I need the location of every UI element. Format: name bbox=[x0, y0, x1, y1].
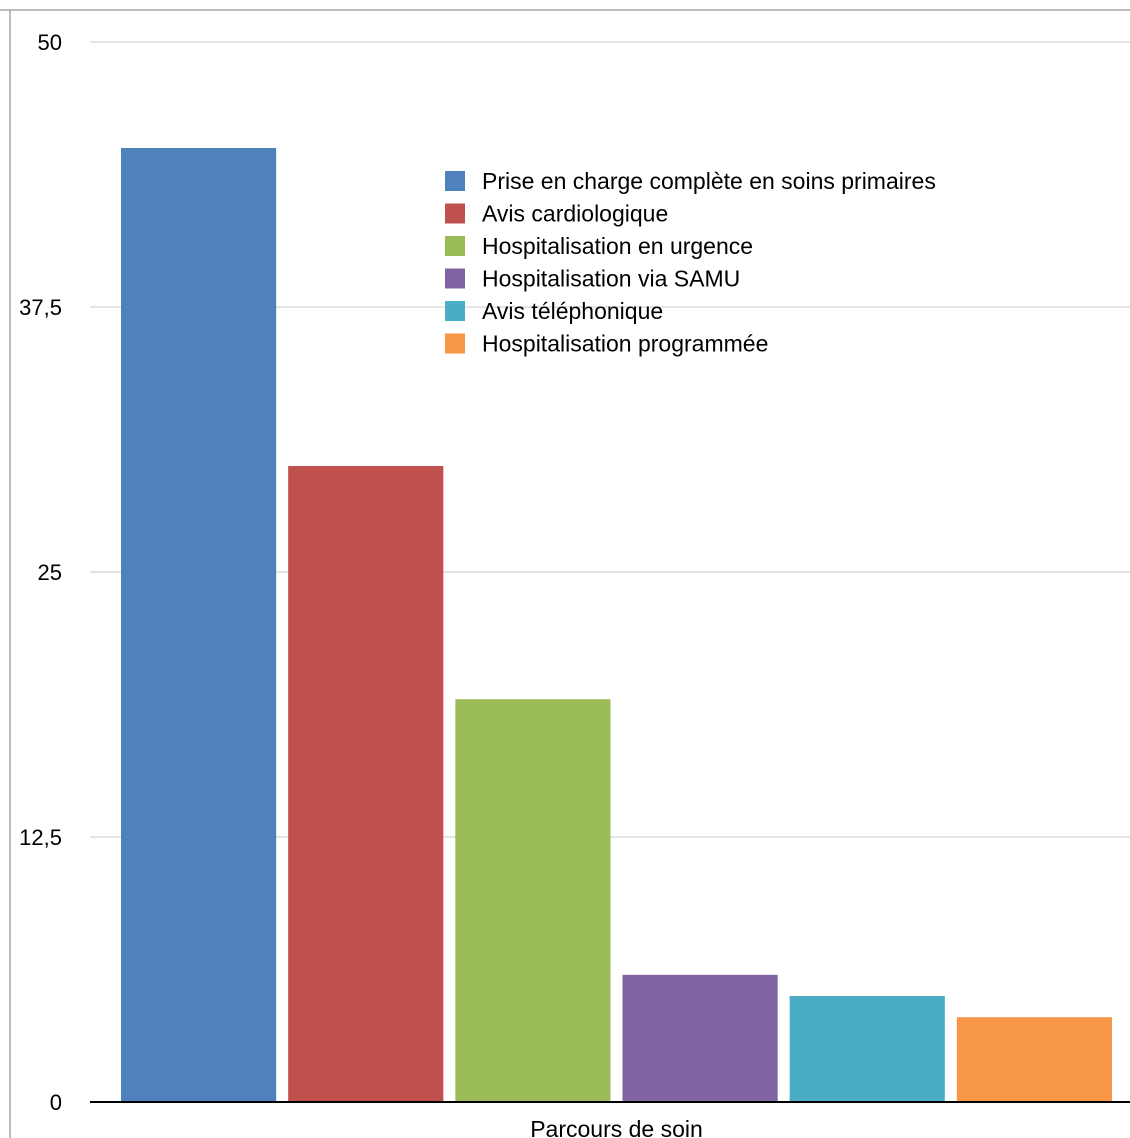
y-axis-tick-labels: 0 12,5 25 37,5 50 bbox=[19, 30, 62, 1115]
y-tick-label: 37,5 bbox=[19, 295, 62, 320]
legend-entry: Avis téléphonique bbox=[482, 298, 663, 324]
legend-entry: Avis cardiologique bbox=[482, 201, 668, 227]
legend-swatch bbox=[445, 171, 465, 191]
bar bbox=[121, 148, 277, 1102]
y-tick-label: 0 bbox=[50, 1090, 62, 1115]
bar bbox=[622, 974, 778, 1102]
legend-entry: Hospitalisation programmée bbox=[482, 331, 768, 357]
legend-swatch bbox=[445, 333, 465, 354]
y-tick-label: 50 bbox=[38, 30, 62, 55]
bar bbox=[455, 699, 611, 1102]
legend-swatch bbox=[445, 203, 465, 224]
legend-entry: Hospitalisation en urgence bbox=[482, 233, 753, 259]
x-axis-label: Parcours de soin bbox=[530, 1116, 703, 1138]
legend-entry: Prise en charge complète en soins primai… bbox=[482, 168, 936, 194]
legend-swatch bbox=[445, 268, 465, 289]
bars bbox=[121, 148, 1112, 1102]
bar bbox=[956, 1017, 1112, 1102]
y-tick-label: 25 bbox=[38, 560, 62, 585]
y-tick-label: 12,5 bbox=[19, 825, 62, 850]
legend-swatch bbox=[445, 301, 465, 321]
legend-entry: Hospitalisation via SAMU bbox=[482, 266, 740, 292]
bar bbox=[288, 466, 444, 1102]
legend: Prise en charge complète en soins primai… bbox=[445, 168, 936, 357]
legend-swatch bbox=[445, 236, 465, 256]
bar bbox=[789, 996, 945, 1102]
